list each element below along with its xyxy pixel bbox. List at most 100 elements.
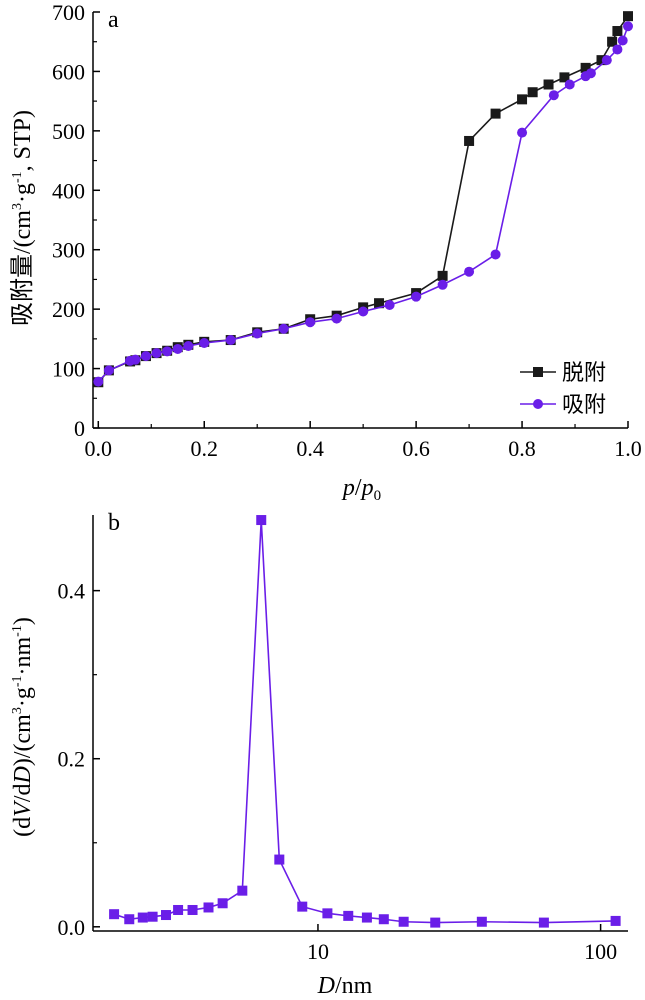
chart-a-point-1 [490, 249, 501, 260]
chart-a-point-0 [543, 79, 554, 90]
chart-a-point-1 [358, 306, 369, 317]
chart-a-y-tick-label: 0 [74, 416, 85, 441]
chart-a-point-0 [490, 108, 501, 119]
chart-a-y-tick-label: 300 [52, 238, 85, 263]
chart-a-point-1 [130, 354, 141, 365]
chart-b-ylabel-d: D [10, 766, 36, 784]
chart-a-point-1 [172, 343, 183, 354]
chart-b-point [256, 515, 267, 526]
chart-b-point [217, 898, 228, 909]
chart-a-point-1 [162, 346, 173, 357]
chart-a-point-1 [151, 348, 162, 359]
chart-a-point-1 [278, 323, 289, 334]
chart-b-point [398, 916, 409, 927]
chart-b-point [476, 916, 487, 927]
chart-a-x-tick-label: 0.4 [296, 436, 324, 461]
chart-b-y-tick-label: 0.2 [58, 747, 86, 772]
chart-b-xlabel-italic: D [317, 973, 335, 999]
chart-a-ylabel-sup2: -1 [10, 171, 25, 183]
chart-a-point-0 [607, 36, 618, 47]
chart-b-ylabel-p2: /d [10, 784, 36, 803]
chart-a-point-1 [225, 335, 236, 346]
chart-a-y-tick-label: 100 [52, 357, 85, 382]
chart-a-x-tick-label: 0.2 [190, 436, 218, 461]
chart-b-point [274, 854, 285, 865]
chart-b-point [203, 902, 214, 913]
chart-b-ylabel-sup2: -1 [10, 676, 25, 688]
chart-a-point-1 [464, 266, 475, 277]
chart-b-ylabel-p6: ) [10, 617, 36, 625]
chart-a-point-0 [596, 55, 607, 66]
chart-b-point [173, 904, 184, 915]
chart-a-y-axis-title: 吸附量/(cm3·g-1, STP) [9, 110, 36, 326]
chart-b-point [187, 904, 198, 915]
chart-b-y-tick-label: 0.0 [58, 915, 86, 940]
chart-a-legend-label-1: 吸附 [562, 393, 606, 418]
chart-a-point-1 [437, 279, 448, 290]
chart-a-point-1 [199, 338, 210, 349]
chart-b-ylabel-p3: )/(cm [10, 714, 36, 766]
chart-a-point-1 [548, 90, 559, 101]
chart-a-xlabel-sub: 0 [374, 488, 382, 504]
chart-a-point-0 [580, 62, 591, 73]
chart-a-point-1 [252, 328, 263, 339]
chart-a-x-tick-label: 1.0 [614, 436, 642, 461]
chart-a-point-1 [411, 291, 422, 302]
chart-a-legend-label-0: 脱附 [562, 361, 606, 386]
chart-b-y-axis-title: (dV/dD)/(cm3·g-1·nm-1) [10, 617, 36, 837]
chart-b-point [137, 912, 148, 923]
chart-a-point-1 [305, 317, 316, 328]
chart-a-xlabel-base: p [341, 475, 355, 501]
chart-b-x-tick-label: 100 [584, 939, 617, 964]
chart-a-point-1 [612, 44, 623, 55]
chart-b-point [147, 911, 158, 922]
chart-a-point-1 [183, 340, 194, 351]
chart-a-y-tick-label: 600 [52, 59, 85, 84]
chart-b-point [361, 912, 372, 923]
chart-a-point-0 [464, 135, 475, 146]
chart-a-y-tick-label: 200 [52, 297, 85, 322]
chart-a-y-tick-label: 500 [52, 119, 85, 144]
chart-b-ylabel-p5: ·nm [10, 637, 36, 676]
chart-a-panel-label: a [108, 7, 119, 33]
chart-a-point-1 [384, 299, 395, 310]
chart-b: b 0.00.20.410 100 D/nm (dV/dD)/(cm3·g-1·n… [10, 510, 628, 999]
chart-b-point [430, 917, 441, 928]
chart-b-point [322, 908, 333, 919]
chart-a-point-1 [585, 68, 596, 79]
chart-b-ylabel-p1: (d [10, 817, 36, 837]
chart-a-point-1 [601, 55, 612, 66]
chart-a-point-0 [517, 94, 528, 105]
chart-a-x-tick-label: 0.6 [402, 436, 430, 461]
chart-a-point-1 [331, 313, 342, 324]
chart-a-ticks: 0 100 200 300 400 500 600 700 0.0 0.2 0.4 0.6 0.8 1.0 [52, 0, 642, 461]
chart-b-panel-label: b [108, 510, 120, 536]
chart-b-point [610, 915, 621, 926]
chart-a-legend-marker-0 [533, 367, 543, 377]
chart-b-point [538, 917, 549, 928]
chart-a-point-0 [623, 11, 633, 22]
chart-a-point-0 [559, 72, 570, 83]
chart-a-ylabel-post: , STP) [10, 110, 36, 171]
chart-b-point [343, 910, 354, 921]
chart-b-point [378, 914, 389, 925]
chart-a-point-1 [564, 79, 575, 90]
chart-a-y-tick-label: 400 [52, 178, 85, 203]
chart-a-ylabel-pre: 吸附量/(cm [9, 210, 36, 326]
chart-b-ylabel-v: V [10, 800, 36, 817]
chart-b-x-axis-title: D/nm [317, 973, 373, 999]
chart-a-point-1 [103, 365, 114, 376]
chart-b-x-tick-label: 10 [307, 939, 329, 964]
chart-a-x-tick-label: 0.0 [85, 436, 113, 461]
chart-a-ylabel-mid: ·g [10, 183, 36, 203]
chart-b-ylabel-sup3: -1 [10, 625, 25, 637]
chart-a-point-1 [623, 21, 633, 32]
chart-a-legend-marker-1 [533, 399, 543, 409]
chart-a-point-0 [437, 270, 448, 281]
chart-b-point [297, 901, 308, 912]
chart-b-ticks: 0.0 0.2 0.4 10 100 [58, 579, 618, 964]
chart-a-x-tick-label: 0.8 [508, 436, 536, 461]
chart-a-point-0 [612, 26, 623, 37]
